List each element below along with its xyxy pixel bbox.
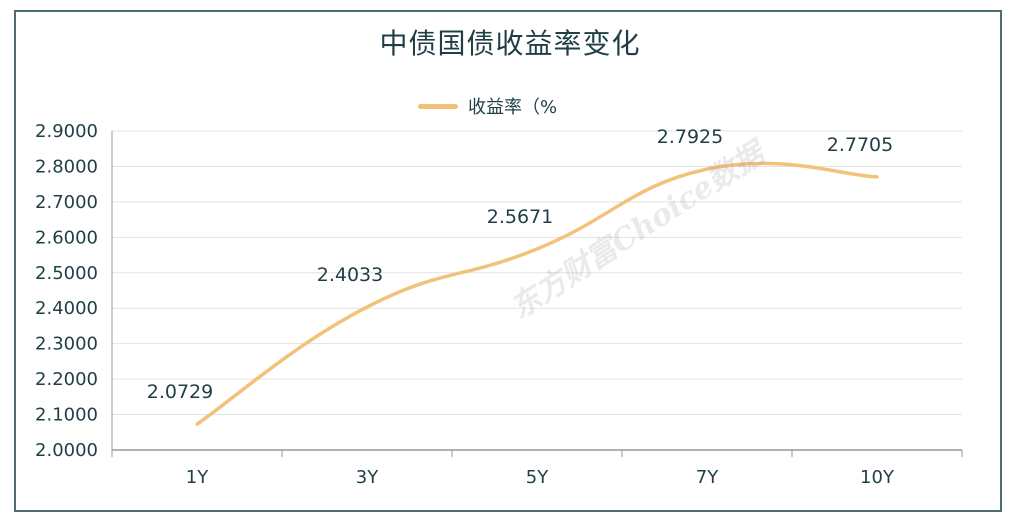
data-label: 2.7925 [657,126,723,148]
y-tick-label: 2.6000 [35,227,98,248]
data-label: 2.7705 [827,134,893,156]
data-label: 2.4033 [317,264,383,286]
series-line [195,161,879,426]
x-tick-label: 5Y [526,467,549,488]
data-label: 2.5671 [487,206,553,228]
data-label: 2.0729 [147,381,213,403]
legend-label: 收益率（% [468,97,558,118]
x-tick-label: 1Y [186,467,209,488]
x-tick-label: 3Y [356,467,379,488]
x-tick-label: 7Y [696,467,719,488]
y-tick-label: 2.0000 [35,440,98,461]
y-tick-label: 2.9000 [35,121,98,142]
chart-legend: 收益率（% [418,94,557,118]
x-tick-label: 10Y [860,467,895,488]
y-tick-label: 2.8000 [35,156,98,177]
y-tick-label: 2.7000 [35,192,98,213]
chart-title: 中债国债收益率变化 [379,27,641,60]
y-tick-label: 2.2000 [35,369,98,390]
y-tick-label: 2.5000 [35,263,98,284]
y-tick-label: 2.4000 [35,298,98,319]
y-tick-label: 2.1000 [35,405,98,426]
legend-swatch [418,103,458,109]
y-tick-label: 2.3000 [35,334,98,355]
